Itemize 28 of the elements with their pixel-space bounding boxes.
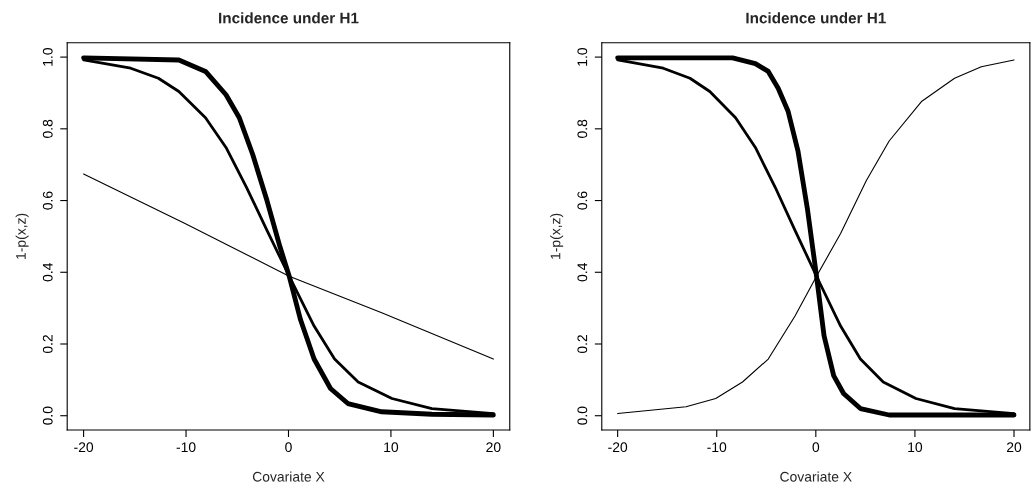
y-tick-label: 0.2 <box>42 335 53 354</box>
y-tick-label: 0.2 <box>577 335 588 354</box>
chart-title: Incidence under H1 <box>219 12 359 24</box>
x-axis-title: Covariate X <box>780 471 852 482</box>
y-tick-label: 0.0 <box>577 406 588 425</box>
y-tick-label: 0.0 <box>42 406 53 425</box>
x-tick-label: -20 <box>608 442 628 453</box>
y-axis-title: 1-p(x,z) <box>550 213 564 259</box>
y-axis-title: 1-p(x,z) <box>15 213 29 259</box>
x-tick-label: -10 <box>707 442 727 453</box>
y-tick-label: 0.8 <box>577 119 588 138</box>
x-tick-label: 0 <box>285 442 292 453</box>
x-tick-label: 10 <box>384 442 399 453</box>
y-tick-label: 0.4 <box>42 263 53 282</box>
x-tick-label: 0 <box>812 442 820 453</box>
y-tick-label: 0.4 <box>577 263 588 282</box>
x-tick-label: -10 <box>176 442 196 453</box>
x-axis-title: Covariate X <box>252 471 325 482</box>
chart-title: Incidence under H1 <box>746 12 886 24</box>
y-tick-label: 0.6 <box>42 191 53 210</box>
y-tick-label: 1.0 <box>42 47 53 66</box>
y-tick-label: 0.6 <box>577 191 588 210</box>
x-tick-label: -20 <box>74 442 94 453</box>
x-tick-label: 20 <box>486 442 501 453</box>
y-tick-label: 1.0 <box>577 47 588 66</box>
y-tick-label: 0.8 <box>42 119 53 138</box>
x-tick-label: 10 <box>908 442 923 453</box>
x-tick-label: 20 <box>1006 442 1022 453</box>
